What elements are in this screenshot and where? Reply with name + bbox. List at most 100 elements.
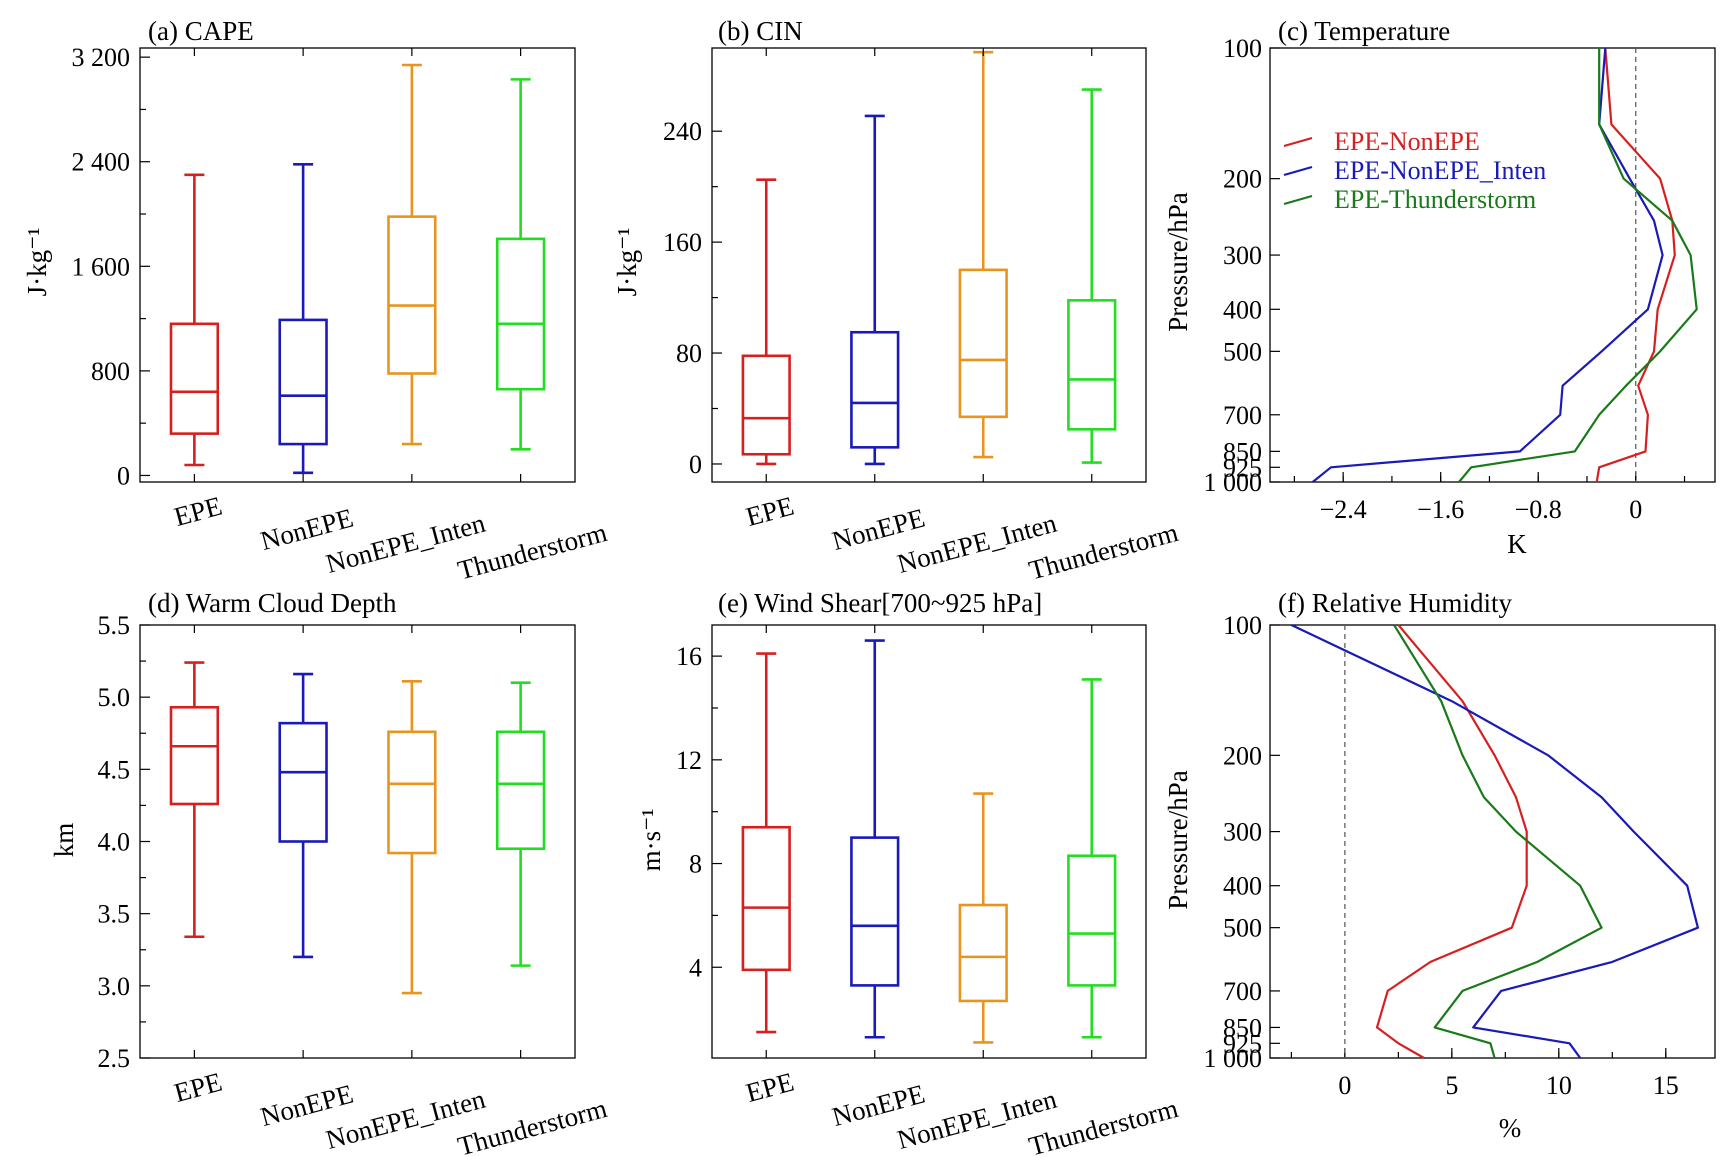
panel-e-box-epe — [741, 652, 791, 1034]
panel-d-frame — [139, 624, 576, 1059]
panel-f-xtick-label: 10 — [1546, 1071, 1572, 1100]
panel-c-series-epe-nonepe — [1595, 47, 1676, 483]
panel-d-box-nonepe_inten — [387, 679, 437, 995]
panel-f-ytick-label: 200 — [1223, 741, 1262, 770]
panel-f-ytick-label: 300 — [1223, 818, 1262, 847]
panel-a-ytick-label: 1 600 — [72, 252, 131, 281]
panel-c-ytick-label: 100 — [1223, 34, 1262, 63]
panel-c-legend-swatch — [1283, 136, 1313, 148]
ylabel-d: km — [49, 823, 79, 858]
panel-d-ytick-label: 3.5 — [98, 900, 131, 929]
panel-c-ytick-label: 300 — [1223, 241, 1262, 270]
box-iqr — [958, 268, 1008, 419]
panel-f-xtick-label: 5 — [1445, 1071, 1458, 1100]
panel-title-e: (e) Wind Shear[700~925 hPa] — [718, 588, 1042, 618]
panel-f-ytick-label: 400 — [1223, 872, 1262, 901]
box-iqr — [1067, 854, 1117, 987]
panel-title-f: (f) Relative Humidity — [1278, 588, 1512, 618]
box-iqr — [850, 836, 900, 987]
panel-c-ytick-label: 850 — [1223, 437, 1262, 466]
box-iqr — [495, 730, 546, 851]
panel-a-ytick-label: 800 — [91, 357, 130, 386]
panel-d-ytick-label: 3.0 — [98, 972, 131, 1001]
panel-e-box-thunderstorm — [1067, 678, 1117, 1039]
panel-f-ytick-label: 850 — [1223, 1013, 1262, 1042]
panel-e-ytick-label: 12 — [676, 746, 702, 775]
panel-c-ytick-label: 925 — [1223, 453, 1262, 482]
panel-a-ytick-label: 0 — [117, 461, 130, 490]
panel-a-ytick-label: 2 400 — [72, 148, 131, 177]
box-iqr — [169, 705, 220, 806]
panel-e-ytick-label: 4 — [689, 953, 702, 982]
panel-c-xtick-label: −1.6 — [1417, 495, 1464, 524]
box-iqr — [958, 903, 1008, 1003]
panel-title-d: (d) Warm Cloud Depth — [148, 588, 397, 618]
panel-b-ytick-label: 0 — [689, 450, 702, 479]
panel-title-a: (a) CAPE — [148, 16, 254, 46]
box-iqr — [169, 322, 220, 435]
panel-c-ytick-label: 200 — [1223, 165, 1262, 194]
panel-c-legend-label: EPE-NonEPE_Inten — [1334, 156, 1546, 185]
ylabel-e: m·s⁻¹ — [636, 809, 666, 872]
panel-c-legend-swatch — [1283, 165, 1313, 177]
panel-b-ytick-label: 160 — [663, 228, 702, 257]
panel-f-frame — [1269, 624, 1716, 1059]
panel-c-legend-label: EPE-NonEPE — [1334, 127, 1480, 156]
panel-e-box-nonepe — [850, 639, 900, 1039]
box-iqr — [278, 721, 328, 843]
panel-c-legend-label: EPE-Thunderstorm — [1334, 185, 1536, 214]
panel-f-ytick-label: 1 000 — [1204, 1044, 1263, 1073]
panel-c-ytick-label: 500 — [1223, 337, 1262, 366]
panel-d-ytick-label: 4.5 — [98, 755, 131, 784]
panel-b-box-nonepe — [850, 114, 900, 466]
panel-f-series-epe-thunderstorm — [1393, 624, 1603, 1059]
ylabel-f: Pressure/hPa — [1163, 770, 1193, 909]
panel-e-box-nonepe_inten — [958, 792, 1008, 1044]
panel-f-ytick-label: 925 — [1223, 1029, 1262, 1058]
panel-d-ytick-label: 5.0 — [98, 683, 131, 712]
panel-e-ytick-label: 8 — [689, 850, 702, 879]
panel-a-box-nonepe_inten — [387, 63, 437, 446]
panel-c-xtick-label: −0.8 — [1515, 495, 1562, 524]
panel-b-box-nonepe_inten — [958, 50, 1008, 459]
panel-title-c: (c) Temperature — [1278, 16, 1450, 46]
panel-title-b: (b) CIN — [718, 16, 803, 46]
panel-b-box-thunderstorm — [1067, 88, 1117, 464]
panel-a-ytick-label: 3 200 — [72, 43, 131, 72]
panel-b-xtick-label: EPE — [743, 491, 797, 532]
panel-b-frame — [711, 47, 1147, 483]
panel-d-box-epe — [169, 661, 220, 939]
panel-c-ytick-label: 400 — [1223, 295, 1262, 324]
box-iqr — [387, 215, 437, 375]
panel-c-xtick-label: 0 — [1629, 495, 1642, 524]
ylabel-a: J·kg⁻¹ — [22, 228, 52, 297]
panel-c-ytick-label: 700 — [1223, 401, 1262, 430]
panel-a-box-thunderstorm — [495, 78, 546, 451]
panel-d-box-nonepe — [278, 672, 328, 959]
panel-b-ytick-label: 240 — [663, 117, 702, 146]
box-iqr — [387, 730, 437, 855]
panel-d-xtick-label: EPE — [171, 1067, 225, 1108]
panel-a-xtick-label: EPE — [171, 491, 225, 532]
panel-c-frame — [1269, 47, 1716, 483]
xlabel-f: % — [1499, 1113, 1522, 1143]
panel-e-frame — [711, 624, 1147, 1059]
panel-c-xtick-label: −2.4 — [1320, 495, 1367, 524]
panel-c-legend-swatch — [1283, 194, 1313, 206]
xlabel-c: K — [1507, 529, 1527, 559]
panel-d-box-thunderstorm — [495, 681, 546, 967]
panel-b-box-epe — [741, 178, 791, 466]
panel-a-frame — [139, 47, 576, 483]
box-iqr — [741, 825, 791, 972]
panel-f-ytick-label: 100 — [1223, 611, 1262, 640]
box-iqr — [278, 318, 328, 446]
panel-c-ytick-label: 1 000 — [1204, 468, 1263, 497]
panel-f-series-epe-nonepe — [1375, 624, 1528, 1059]
panel-b-ytick-label: 80 — [676, 339, 702, 368]
panel-f-xtick-label: 0 — [1338, 1071, 1351, 1100]
ylabel-b: J·kg⁻¹ — [612, 228, 642, 297]
box-iqr — [495, 237, 546, 391]
panel-f-ytick-label: 700 — [1223, 977, 1262, 1006]
panel-c-series-epe-thunderstorm — [1458, 48, 1698, 483]
